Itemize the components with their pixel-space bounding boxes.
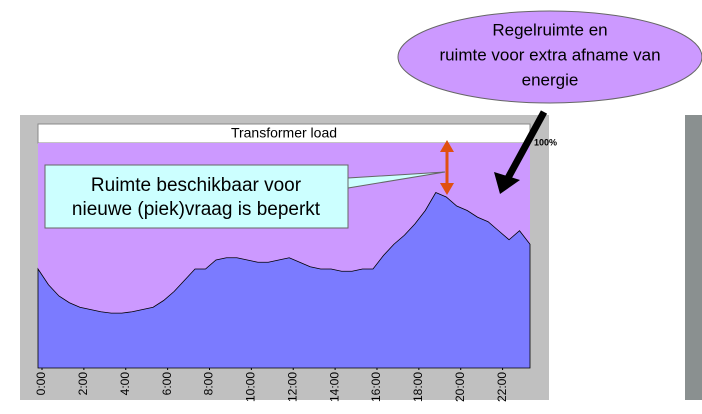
ellipse-text: energie <box>522 70 579 89</box>
side-photo <box>685 115 702 400</box>
x-tick-label: 10:00 <box>244 372 258 402</box>
x-tick-label: 12:00 <box>285 372 299 402</box>
ellipse-text: ruimte voor extra afname van <box>439 45 660 64</box>
callout-text: Ruimte beschikbaar voor <box>91 175 302 196</box>
x-tick-label: 6:00 <box>160 372 174 396</box>
slide: Transformer load 100% 0:00 2:00 4:00 6:00 8:0… <box>0 0 702 414</box>
y-tick-label: 100% <box>534 137 557 147</box>
x-tick-label: 16:00 <box>369 372 383 402</box>
ellipse-text: Regelruimte en <box>492 20 607 39</box>
page: {"chart_data": {"type": "area", "title":… <box>0 0 702 414</box>
x-tick-label: 2:00 <box>76 372 90 396</box>
x-tick-label: 22:00 <box>495 372 509 402</box>
x-tick-label: 18:00 <box>411 372 425 402</box>
x-tick-label: 8:00 <box>202 372 216 396</box>
chart-title: Transformer load <box>231 125 337 141</box>
x-tick-label: 14:00 <box>327 372 341 402</box>
x-tick-label: 0:00 <box>34 372 48 396</box>
x-tick-label: 20:00 <box>453 372 467 402</box>
x-tick-label: 4:00 <box>118 372 132 396</box>
callout-text: nieuwe (piek)vraag is beperkt <box>72 199 321 220</box>
